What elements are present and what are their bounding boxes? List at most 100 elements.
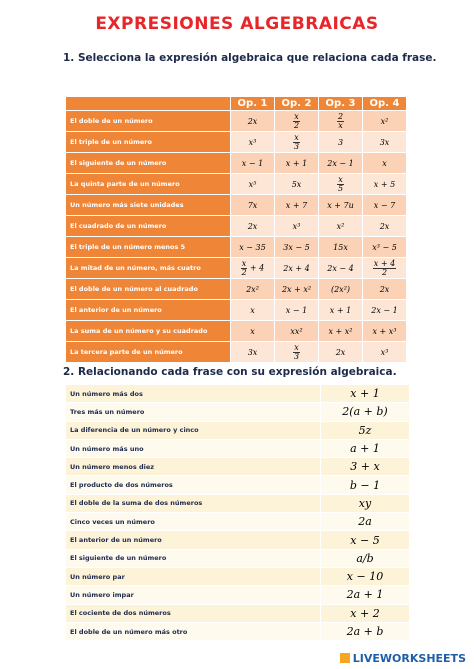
phrase: Tres más un número <box>65 402 321 422</box>
header-row: Op. 1 Op. 2 Op. 3 Op. 4 <box>65 96 407 111</box>
option: 15x <box>318 236 363 258</box>
option: 2x + 4 <box>274 257 319 279</box>
row: El producto de dos números b − 1 <box>65 475 410 495</box>
phrase: El doble de un número <box>65 110 231 132</box>
row: Un número par x − 10 <box>65 566 410 587</box>
phrase: Un número menos diez <box>65 457 321 477</box>
option: 2x − 1 <box>318 152 363 174</box>
option: x + 7u <box>318 194 363 216</box>
logo-text: LIVEWORKSHEETS <box>352 652 466 665</box>
option: 5x <box>274 173 319 195</box>
option: 2x − 1 <box>362 299 407 321</box>
phrase: La suma de un número y su cuadrado <box>65 320 231 342</box>
row: El doble de un número más otro 2a + b <box>65 621 410 642</box>
expression: 5z <box>320 420 410 440</box>
denominator: 2 <box>381 267 388 277</box>
option: x + 1 <box>274 152 319 174</box>
option: x⁵ <box>230 173 275 195</box>
expression: a/b <box>320 548 410 568</box>
phrase: Un número más dos <box>65 383 321 404</box>
denominator: x <box>338 120 343 130</box>
phrase: El anterior de un número <box>65 299 231 321</box>
logo: LIVEWORKSHEETS <box>339 652 466 665</box>
option: x + x² <box>318 320 363 342</box>
expression: 2a + b <box>320 621 410 642</box>
row: El doble de un número al cuadrado 2x² 2x +… <box>65 278 407 300</box>
row: El triple de un número x³ x 3 3 3x <box>65 131 407 153</box>
expression: x + 2 <box>320 603 410 623</box>
numerator: x <box>293 132 300 143</box>
row: El doble de un número 2x x 2 2 x x² <box>65 110 407 132</box>
phrase: El triple de un número menos 5 <box>65 236 231 258</box>
row: La diferencia de un número y cinco 5z <box>65 420 410 440</box>
denominator: 3 <box>293 351 300 361</box>
row: Un número menos diez 3 + x <box>65 457 410 477</box>
option: x³ <box>230 131 275 153</box>
numerator: x <box>240 258 248 269</box>
phrase: La diferencia de un número y cinco <box>65 420 321 440</box>
option: x − 1 <box>230 152 275 174</box>
option: x³ <box>362 341 407 363</box>
row: Tres más un número 2(a + b) <box>65 402 410 422</box>
denominator: 5 <box>337 183 344 193</box>
column-header: Op. 3 <box>318 96 363 111</box>
option: 2x <box>230 215 275 237</box>
expression: b − 1 <box>320 475 410 495</box>
expression: x − 5 <box>320 530 410 550</box>
option: x² <box>362 110 407 132</box>
option: x <box>362 152 407 174</box>
phrase: La quinta parte de un número <box>65 173 231 195</box>
numerator: x + 4 <box>372 258 397 269</box>
row: La quinta parte de un número x⁵ 5x x 5 x + 5 <box>65 173 407 195</box>
expression: a + 1 <box>320 438 410 459</box>
section-heading: 2. Relacionando cada frase con su expres… <box>63 366 397 378</box>
option: xx² <box>274 320 319 342</box>
phrase: Un número par <box>65 566 321 587</box>
phrase: Un número más siete unidades <box>65 194 231 216</box>
option: 2x + x² <box>274 278 319 300</box>
expression: xy <box>320 493 410 514</box>
option: 2x² <box>230 278 275 300</box>
phrase: El doble de la suma de dos números <box>65 493 321 514</box>
row: Cinco veces un número 2a <box>65 512 410 532</box>
numerator: x <box>293 342 300 353</box>
option: (2x²) <box>318 278 363 300</box>
row: Un número más uno a + 1 <box>65 438 410 459</box>
phrase: El cociente de dos números <box>65 603 321 623</box>
column-header: Op. 2 <box>274 96 319 111</box>
row: El doble de la suma de dos números xy <box>65 493 410 514</box>
phrase: La mitad de un número, más cuatro <box>65 257 231 279</box>
column-header: Op. 1 <box>230 96 275 111</box>
expression: x + 1 <box>320 383 410 404</box>
option: x − 7 <box>362 194 407 216</box>
denominator: 2 <box>293 120 300 130</box>
column-header: Op. 4 <box>362 96 407 111</box>
option: 7x <box>230 194 275 216</box>
numerator: x <box>293 111 300 122</box>
row: Un número impar 2a + 1 <box>65 585 410 605</box>
phrase: La tercera parte de un número <box>65 341 231 363</box>
row: La suma de un número y su cuadrado x xx² x … <box>65 320 407 342</box>
option: 3x <box>230 341 275 363</box>
option: x³ <box>274 215 319 237</box>
row: Un número más dos x + 1 <box>65 383 410 404</box>
logo-icon <box>339 653 350 663</box>
option: x + x³ <box>362 320 407 342</box>
expression: 2(a + b) <box>320 402 410 422</box>
option: 3x − 5 <box>274 236 319 258</box>
phrase: Un número impar <box>65 585 321 605</box>
expression: 2a + 1 <box>320 585 410 605</box>
expression: x − 10 <box>320 566 410 587</box>
